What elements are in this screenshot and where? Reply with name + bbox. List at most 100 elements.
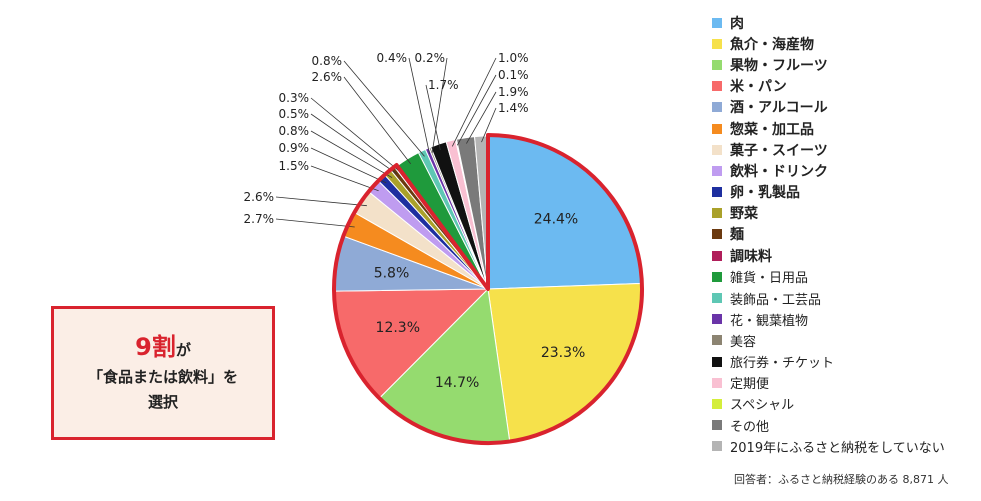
slice-value-label: 0.5% [279, 107, 310, 121]
summary-callout-box: 9割が 「食品または飲料」を 選択 [51, 306, 275, 440]
legend-swatch [712, 314, 722, 325]
legend-item: 飲料・ドリンク [712, 160, 945, 181]
slice-value-label: 5.8% [374, 266, 410, 282]
legend-swatch [712, 335, 722, 346]
slice-value-label: 0.1% [498, 68, 529, 82]
callout-line-3: 選択 [147, 393, 178, 411]
slice-value-label: 12.3% [376, 320, 420, 336]
legend-item: 野菜 [712, 203, 945, 224]
legend-item: 2019年にふるさと納税をしていない [712, 436, 945, 457]
legend-label: 菓子・スイーツ [730, 142, 828, 159]
legend-swatch [712, 293, 722, 304]
legend-label: 魚介・海産物 [730, 36, 814, 53]
slice-value-label: 1.0% [498, 51, 529, 65]
legend-swatch [712, 356, 722, 367]
legend-label: 米・パン [730, 79, 787, 96]
legend-item: 米・パン [712, 76, 945, 97]
legend-swatch [712, 123, 722, 134]
legend-item: 酒・アルコール [712, 97, 945, 118]
leader-line [408, 57, 430, 155]
slice-value-label: 0.3% [279, 91, 310, 105]
pie-slice [487, 282, 642, 442]
leader-line [343, 76, 412, 165]
legend-swatch [712, 165, 722, 176]
slice-value-label: 2.6% [312, 70, 343, 84]
legend-item: 雑貨・日用品 [712, 266, 945, 287]
legend-label: 雑貨・日用品 [730, 271, 809, 287]
leader-line [310, 97, 400, 172]
legend-item: 花・観葉植物 [712, 309, 945, 330]
legend-label: 果物・フルーツ [730, 57, 828, 74]
legend-item: 惣菜・加工品 [712, 118, 945, 139]
legend-label: 旅行券・チケット [730, 356, 835, 372]
slice-value-label: 0.8% [279, 124, 310, 138]
legend-swatch [712, 441, 722, 452]
slice-value-label: 2.6% [244, 190, 275, 204]
legend-item: 装飾品・工芸品 [712, 287, 945, 308]
callout-line-2: 「食品または飲料」を [87, 368, 238, 386]
leader-line [275, 196, 367, 207]
legend-item: 卵・乳製品 [712, 182, 945, 203]
legend-item: 魚介・海産物 [712, 33, 945, 54]
leader-line [456, 74, 497, 146]
legend-swatch [712, 81, 722, 92]
leader-line [310, 130, 393, 178]
legend-label: 肉 [730, 15, 744, 32]
legend-label: 卵・乳製品 [730, 185, 800, 202]
legend-item: 定期便 [712, 372, 945, 393]
legend-label: 麺 [730, 227, 744, 244]
slice-value-label: 14.7% [435, 375, 479, 391]
leader-line [343, 60, 425, 157]
chart-legend: 肉魚介・海産物 果物・フルーツ 米・パン酒・アルコール 惣菜・加工品 菓子・スイーツ 飲料… [712, 12, 945, 457]
leader-line [466, 91, 497, 144]
leader-line [481, 107, 497, 143]
legend-item: 旅行券・チケット [712, 351, 945, 372]
legend-label: 調味料 [730, 248, 772, 265]
slice-value-label: 1.5% [279, 159, 310, 173]
legend-swatch [712, 420, 722, 431]
legend-label: その他 [730, 419, 770, 435]
legend-swatch [712, 250, 722, 261]
food-drink-highlight-outline [332, 133, 644, 445]
slice-value-label: 1.9% [498, 85, 529, 99]
legend-swatch [712, 144, 722, 155]
legend-label: 惣菜・加工品 [730, 121, 814, 138]
legend-swatch [712, 229, 722, 240]
slice-value-label: 1.4% [498, 101, 529, 115]
slice-value-label: 0.4% [377, 51, 408, 65]
leader-line [451, 57, 497, 147]
legend-item: 果物・フルーツ [712, 54, 945, 75]
legend-swatch [712, 271, 722, 282]
legend-label: 定期便 [730, 377, 770, 393]
leader-line [310, 147, 387, 184]
legend-swatch [712, 102, 722, 113]
respondent-note: 回答者：ふるさと納税経験のある 8,871 人 [734, 473, 949, 486]
slice-value-label: 0.9% [279, 141, 310, 155]
legend-item: 肉 [712, 12, 945, 33]
legend-label: 2019年にふるさと納税をしていない [730, 440, 945, 456]
legend-item: 麺 [712, 224, 945, 245]
slice-value-label: 24.4% [534, 212, 578, 228]
slice-value-label: 0.2% [415, 51, 446, 65]
legend-swatch [712, 208, 722, 219]
slice-value-label: 23.3% [541, 345, 585, 361]
legend-swatch [712, 38, 722, 49]
callout-ninety-percent: 9割 [135, 333, 176, 361]
slice-value-label: 0.8% [312, 54, 343, 68]
legend-swatch [712, 59, 722, 70]
callout-headline: 9割が [54, 327, 272, 362]
legend-label: 飲料・ドリンク [730, 163, 828, 180]
legend-item: 菓子・スイーツ [712, 139, 945, 160]
callout-particle: が [175, 341, 191, 359]
legend-label: スペシャル [730, 398, 795, 414]
legend-label: 酒・アルコール [730, 100, 828, 117]
legend-item: 美容 [712, 330, 945, 351]
legend-label: 花・観葉植物 [730, 313, 809, 329]
legend-item: 調味料 [712, 245, 945, 266]
leader-line [431, 57, 448, 154]
legend-swatch [712, 17, 722, 28]
legend-swatch [712, 398, 722, 409]
legend-label: 装飾品・工芸品 [730, 292, 822, 308]
legend-label: 野菜 [730, 206, 758, 223]
